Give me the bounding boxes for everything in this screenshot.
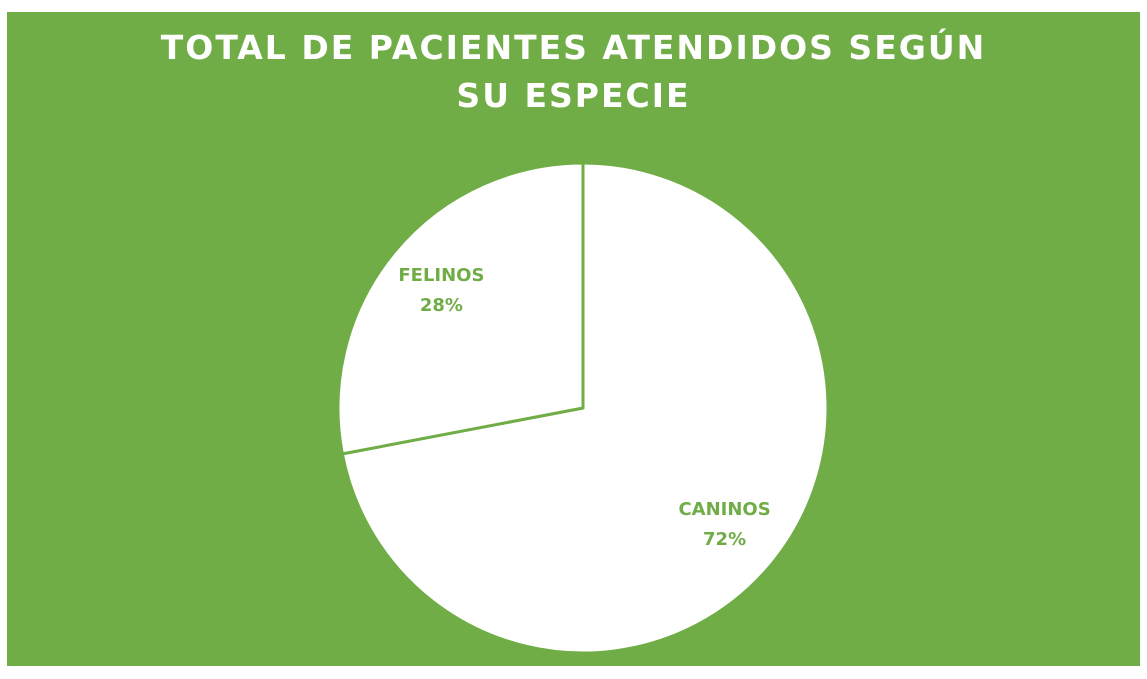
slice-label-value: 72% <box>703 529 746 550</box>
pie-slice <box>336 161 585 456</box>
slice-label-category: CANINOS <box>678 499 770 520</box>
slice-label-category: FELINOS <box>398 265 484 286</box>
pie-slice <box>340 161 830 655</box>
slice-label-value: 28% <box>420 295 463 316</box>
chart-title: TOTAL DE PACIENTES ATENDIDOS SEGÚN SU ES… <box>160 28 987 115</box>
